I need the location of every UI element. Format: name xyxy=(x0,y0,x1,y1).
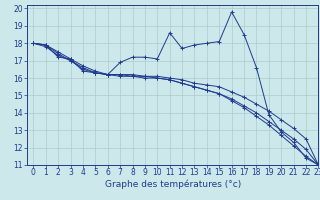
X-axis label: Graphe des températures (°c): Graphe des températures (°c) xyxy=(105,180,241,189)
